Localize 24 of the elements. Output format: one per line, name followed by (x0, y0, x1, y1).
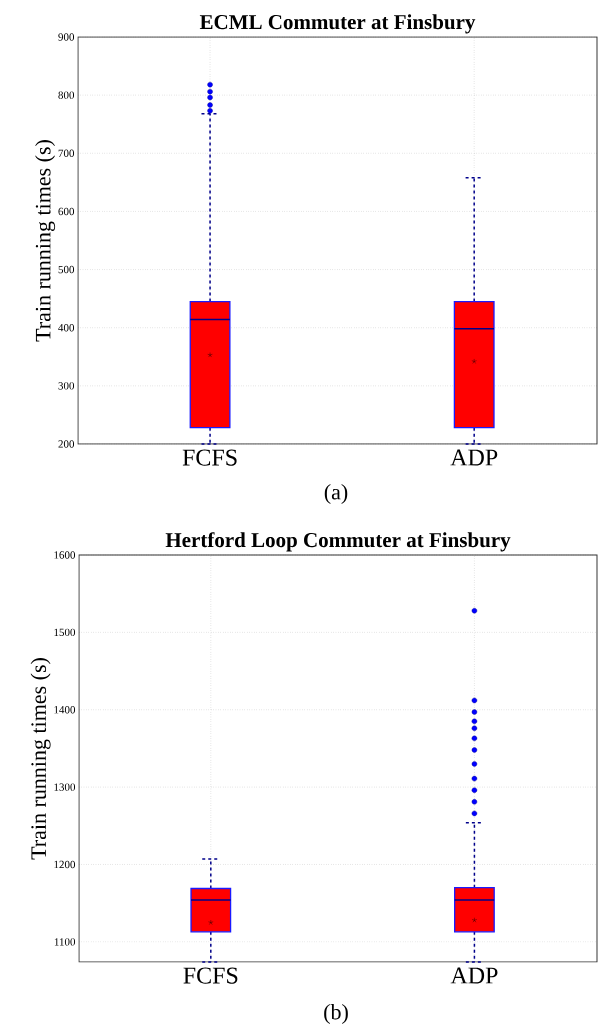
y-tick-label: 600 (58, 207, 75, 216)
text: (b) (324, 1004, 348, 1024)
x-tick-label: FCFS (182, 449, 237, 466)
y-tick-label: 400 (58, 324, 75, 332)
y-axis-title: Train running times (s) (35, 140, 56, 342)
y-tick-label: 1400 (54, 706, 76, 714)
y-tick-label: 800 (58, 91, 75, 99)
y-tick-label: 1500 (54, 628, 76, 637)
text: (a) (324, 484, 348, 504)
y-tick-label: 1300 (54, 783, 76, 791)
y-tick-label: 900 (58, 33, 75, 41)
y-tick-label: 1200 (54, 860, 76, 869)
y-tick-label: 200 (58, 440, 75, 448)
chart-title: ECML Commuter at Finsbury (199, 14, 476, 34)
y-tick-label: 300 (58, 382, 75, 390)
y-tick-label: 700 (58, 149, 75, 157)
x-tick-label: ADP (450, 967, 498, 984)
x-tick-label: FCFS (183, 967, 238, 984)
y-axis-title: Train running times (s) (30, 658, 51, 860)
x-tick-label: ADP (450, 449, 498, 466)
y-tick-label: 1100 (54, 938, 76, 946)
chart-title: Hertford Loop Commuter at Finsbury (165, 532, 511, 552)
y-tick-label: 1600 (54, 551, 76, 559)
y-tick-label: 500 (58, 265, 75, 274)
